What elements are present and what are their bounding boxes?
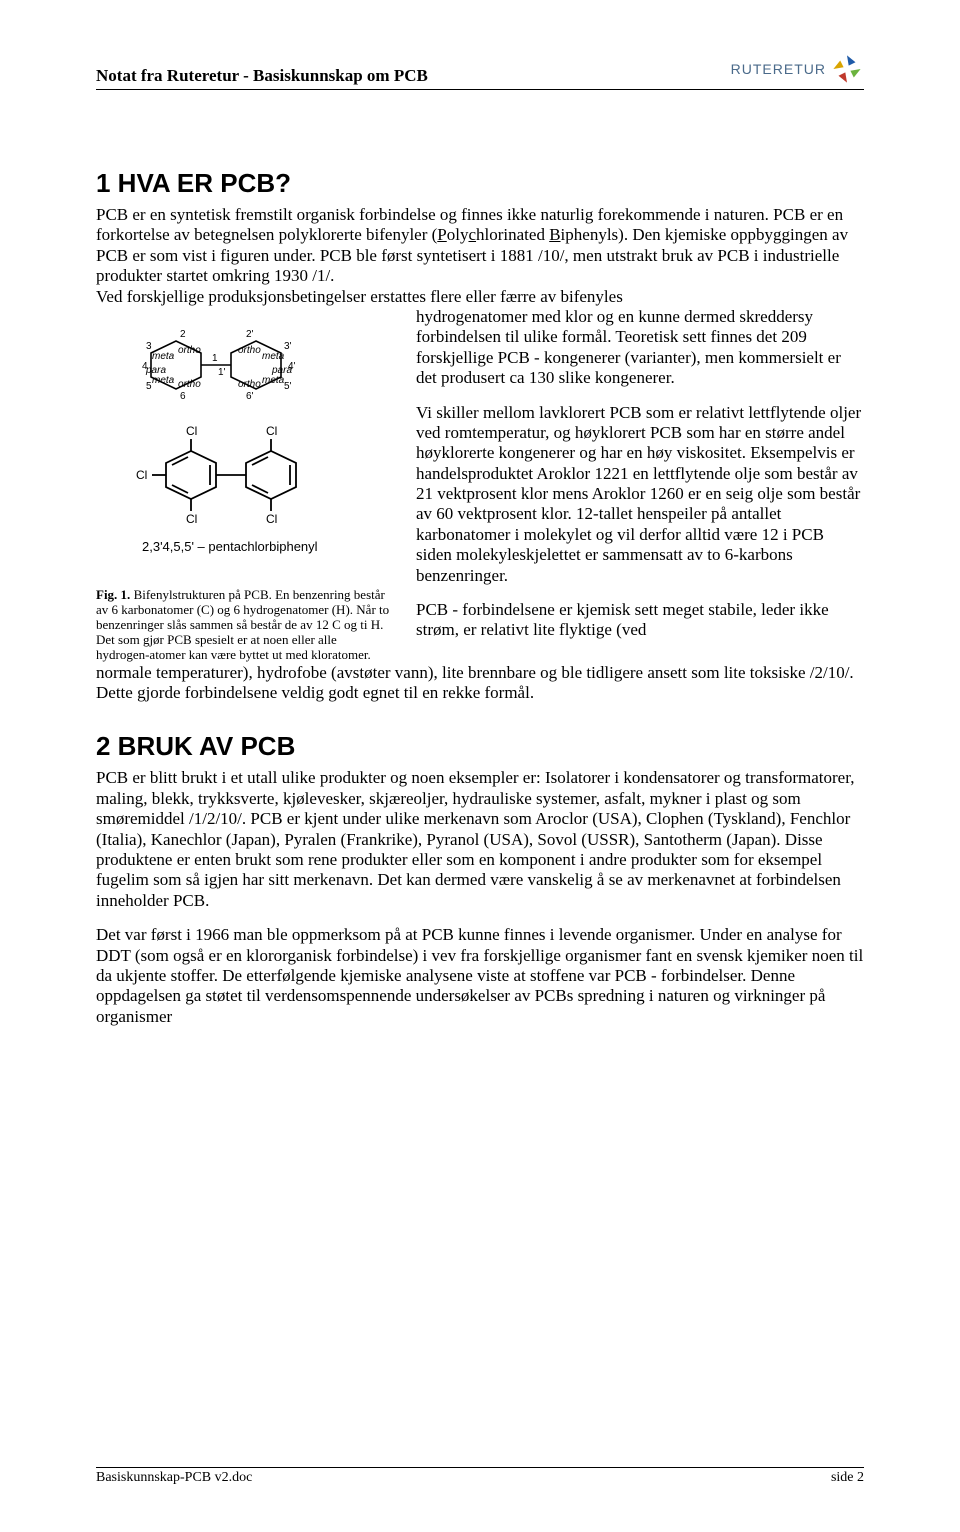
after-wrap-para: normale temperaturer), hydrofobe (avstøt… xyxy=(96,663,864,704)
page-header: Notat fra Ruteretur - Basiskunnskap om P… xyxy=(96,52,864,90)
section-1-heading: 1 HVA ER PCB? xyxy=(96,168,864,199)
figure-caption-text: Bifenylstrukturen på PCB. En benzenring … xyxy=(96,587,389,662)
svg-text:meta: meta xyxy=(152,375,175,386)
svg-text:Cl: Cl xyxy=(186,512,197,526)
section-2-p1: PCB er blitt brukt i et utall ulike prod… xyxy=(96,768,864,911)
svg-text:ortho: ortho xyxy=(178,379,201,390)
svg-text:meta: meta xyxy=(262,351,285,362)
text-run: hlorinated xyxy=(476,225,549,244)
svg-text:6: 6 xyxy=(180,391,186,402)
svg-text:1: 1 xyxy=(212,353,218,364)
logo: RUTERETUR xyxy=(731,52,864,86)
svg-text:1': 1' xyxy=(218,367,226,378)
logo-text: RUTERETUR xyxy=(731,61,826,77)
svg-text:meta: meta xyxy=(262,375,285,386)
underline-b: B xyxy=(549,225,560,244)
header-title: Notat fra Ruteretur - Basiskunnskap om P… xyxy=(96,66,428,86)
svg-text:2: 2 xyxy=(180,329,186,340)
figure-text-wrap: 4 32 56 2'3' 4' 6'5' 11' meta ortho orth… xyxy=(96,307,864,663)
section-1-intro-2: Ved forskjellige produksjonsbetingelser … xyxy=(96,287,864,307)
section-2-heading: 2 BRUK AV PCB xyxy=(96,731,864,762)
svg-text:Cl: Cl xyxy=(266,424,277,438)
section-1-intro: PCB er en syntetisk fremstilt organisk f… xyxy=(96,205,864,287)
text-run: PCB - forbindelsene er kjemisk sett mege… xyxy=(416,600,829,639)
section-2-p2: Det var først i 1966 man ble oppmerksom … xyxy=(96,925,864,1027)
figure-column: 4 32 56 2'3' 4' 6'5' 11' meta ortho orth… xyxy=(96,307,396,663)
svg-text:ortho: ortho xyxy=(178,345,201,356)
svg-text:5': 5' xyxy=(284,381,292,392)
svg-text:Cl: Cl xyxy=(186,424,197,438)
svg-text:2': 2' xyxy=(246,329,254,340)
biphenyl-structure-icon: 4 32 56 2'3' 4' 6'5' 11' meta ortho orth… xyxy=(96,313,376,573)
svg-text:Cl: Cl xyxy=(266,512,277,526)
page-footer: Basiskunnskap-PCB v2.doc side 2 xyxy=(96,1467,864,1486)
footer-right: side 2 xyxy=(831,1470,864,1486)
svg-text:ortho: ortho xyxy=(238,345,261,356)
svg-text:meta: meta xyxy=(152,351,175,362)
text-run: oly xyxy=(447,225,469,244)
underline-p: P xyxy=(437,225,446,244)
underline-c: c xyxy=(468,225,476,244)
ruteretur-icon xyxy=(830,52,864,86)
figure-caption-bold: Fig. 1. xyxy=(96,587,130,602)
svg-text:Cl: Cl xyxy=(136,468,147,482)
svg-text:3': 3' xyxy=(284,341,292,352)
figure-label: 2,3'4,5,5' – pentachlorbiphenyl xyxy=(142,539,318,554)
svg-text:6': 6' xyxy=(246,391,254,402)
footer-left: Basiskunnskap-PCB v2.doc xyxy=(96,1470,252,1486)
svg-text:ortho: ortho xyxy=(238,379,261,390)
figure-caption: Fig. 1. Bifenylstrukturen på PCB. En ben… xyxy=(96,588,396,663)
